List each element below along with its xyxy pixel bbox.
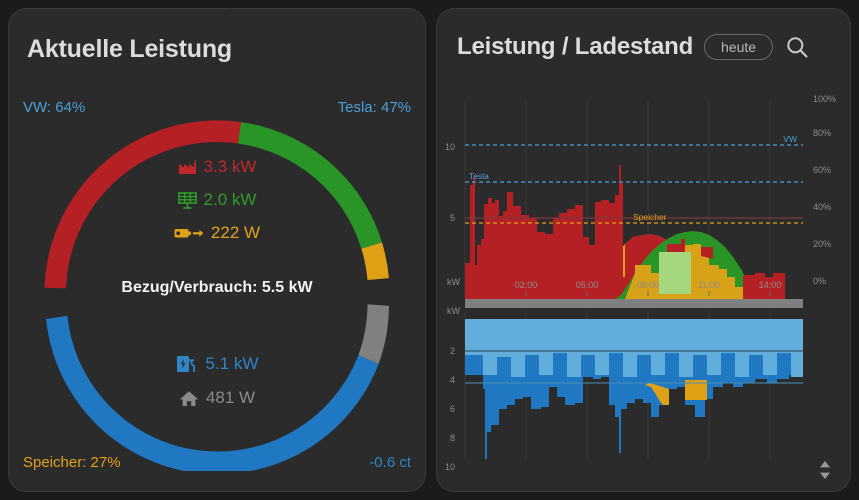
bytick-12: 12 xyxy=(445,491,455,492)
ring-segment-battery xyxy=(361,242,389,280)
top-chart-y-labels: 10 5 kW xyxy=(445,142,461,287)
bottom-chart-y-labels: kW 2 4 6 8 10 12 xyxy=(445,306,461,492)
pct-40: 40% xyxy=(813,202,831,212)
tesla-soc-label: Tesla: 47% xyxy=(337,99,411,116)
ring-segment-grid xyxy=(44,120,241,289)
chart-header: Leistung / Ladestand heute xyxy=(437,33,850,61)
right-percent-axis: 100% 80% 60% 40% 20% 0% xyxy=(813,94,836,286)
pct-0: 0% xyxy=(813,276,826,286)
time-range-scrollbar[interactable] xyxy=(465,299,803,308)
bytick-8: 8 xyxy=(450,433,455,443)
bytick-2: 2 xyxy=(450,346,455,356)
soc-label-tesla: Tesla xyxy=(469,171,489,181)
search-icon[interactable] xyxy=(784,34,810,60)
soc-label-vw: VW xyxy=(783,134,797,144)
series-grid-right-bumps xyxy=(667,239,785,299)
current-power-card: Aktuelle Leistung VW: 64% Tesla: 47% Spe… xyxy=(8,8,426,492)
ytick-5: 5 xyxy=(450,213,455,223)
xtick-2: 08:00 xyxy=(637,280,660,290)
series-battery-charge xyxy=(645,380,707,405)
soc-label-speicher: Speicher xyxy=(633,212,667,222)
xtick-4: 14:00 xyxy=(759,280,782,290)
bytick-6: 6 xyxy=(450,404,455,414)
xtick-3: 11:00 xyxy=(698,280,720,290)
x-axis-ticks xyxy=(525,291,771,296)
battery-soc-label: Speicher: 27% xyxy=(23,454,121,471)
bottom-chart-series xyxy=(465,319,803,459)
updown-spinner-icon[interactable] xyxy=(816,459,834,481)
price-label: -0.6 ct xyxy=(369,454,411,471)
pct-60: 60% xyxy=(813,165,831,175)
period-button[interactable]: heute xyxy=(704,34,774,60)
power-soc-chart-card: Leistung / Ladestand heute xyxy=(436,8,851,492)
x-axis-labels: 02:00 05:00 08:00 11:00 14:00 xyxy=(515,280,782,290)
ytick-10: 10 xyxy=(445,142,455,152)
vw-soc-label: VW: 64% xyxy=(23,99,86,116)
ring-segment-house xyxy=(358,304,389,364)
top-chart-series xyxy=(465,144,803,299)
pct-20: 20% xyxy=(813,239,831,249)
pct-80: 80% xyxy=(813,128,831,138)
ring-segment-pv xyxy=(238,122,382,249)
pct-100: 100% xyxy=(813,94,836,104)
xtick-0: 02:00 xyxy=(515,280,538,290)
yaxis-unit-bottom: kW xyxy=(447,306,461,316)
bytick-10: 10 xyxy=(445,462,455,472)
xtick-1: 05:00 xyxy=(576,280,599,290)
series-surplus-block xyxy=(659,252,691,294)
series-house-band xyxy=(465,319,803,377)
timeseries-chart[interactable]: 10 5 kW VW Tesla Speicher 100% 80% 60% 4… xyxy=(437,87,850,492)
chart-title: Leistung / Ladestand xyxy=(457,33,694,60)
bytick-4: 4 xyxy=(450,375,455,385)
page-title: Aktuelle Leistung xyxy=(27,35,232,63)
power-donut-chart xyxy=(39,115,395,471)
yaxis-unit-top: kW xyxy=(447,277,461,287)
ring-segment-ev xyxy=(46,315,379,471)
